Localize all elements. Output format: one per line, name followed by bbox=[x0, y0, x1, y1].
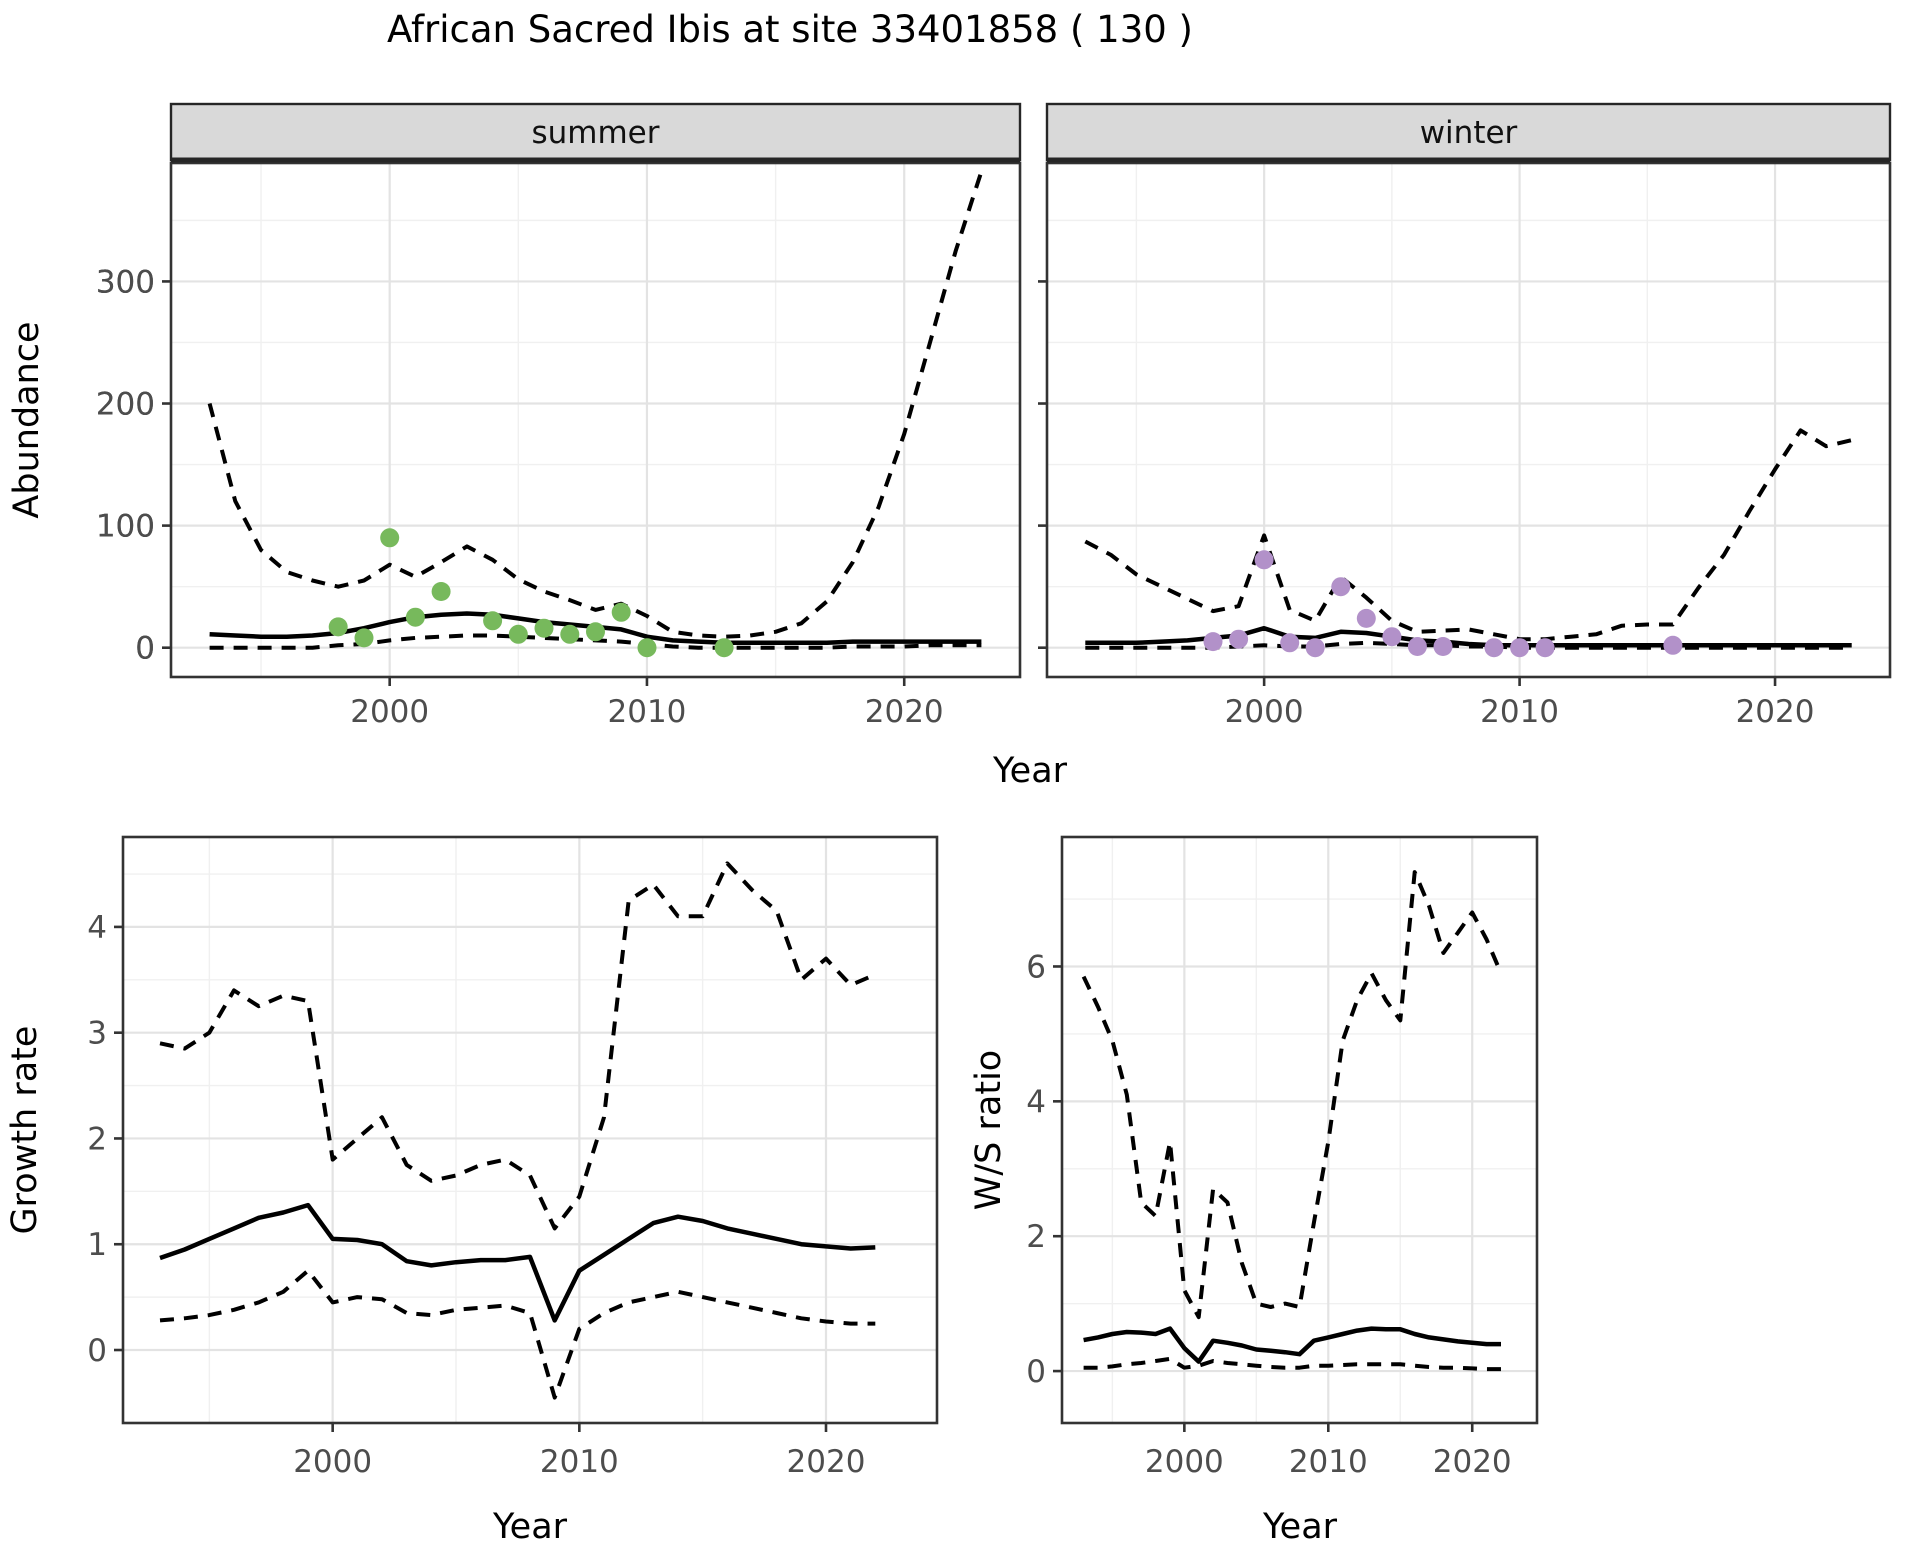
line-fit bbox=[159, 1202, 876, 1323]
data-point bbox=[611, 602, 631, 622]
x-tick-label: 2010 bbox=[608, 694, 687, 730]
series-lines bbox=[159, 861, 877, 1400]
data-point bbox=[1254, 550, 1274, 570]
y-tick-label: 1 bbox=[87, 1227, 107, 1263]
data-point bbox=[586, 622, 605, 642]
x-tick-label: 2010 bbox=[1480, 694, 1559, 730]
data-point bbox=[534, 618, 554, 638]
observed-points bbox=[328, 528, 734, 658]
x-axis-title: Year bbox=[1262, 1507, 1338, 1547]
data-point bbox=[1305, 638, 1325, 658]
y-tick-label: 300 bbox=[96, 264, 155, 300]
y-tick-label: 200 bbox=[96, 387, 155, 423]
data-point bbox=[1407, 637, 1427, 656]
data-point bbox=[1663, 635, 1683, 655]
x-axis-title: Year bbox=[492, 1507, 568, 1547]
x-axis-title-shared: Year bbox=[992, 751, 1068, 791]
data-point bbox=[508, 624, 528, 644]
y-tick-label: 100 bbox=[96, 509, 155, 545]
line-fit bbox=[1083, 1326, 1501, 1364]
line-upper_ci bbox=[207, 170, 984, 639]
data-point bbox=[560, 624, 580, 644]
data-point bbox=[1280, 633, 1300, 653]
facet-label: winter bbox=[1420, 115, 1518, 151]
y-tick-label: 0 bbox=[135, 631, 155, 667]
y-tick-label: 0 bbox=[1026, 1354, 1046, 1390]
data-point bbox=[405, 607, 425, 627]
data-point bbox=[714, 638, 734, 658]
y-tick-label: 100 bbox=[96, 509, 155, 545]
data-point bbox=[637, 638, 657, 658]
x-tick-label: 2020 bbox=[865, 694, 944, 730]
data-point bbox=[1535, 638, 1555, 658]
data-point bbox=[431, 582, 451, 601]
y-tick-label: 0 bbox=[135, 631, 155, 667]
panel-growth-rate: 0 1 2 3 4 2000 2010 2020 Growth rate Year bbox=[5, 835, 939, 1547]
x-tick-label: 2020 bbox=[787, 1444, 866, 1480]
line-upper_ci bbox=[1081, 870, 1503, 1320]
x-tick-label: 2000 bbox=[350, 694, 429, 730]
x-tick-label: 2000 bbox=[1225, 694, 1304, 730]
data-point bbox=[1229, 629, 1249, 649]
data-point bbox=[1382, 627, 1402, 647]
data-point bbox=[1484, 638, 1504, 658]
data-point bbox=[483, 611, 503, 631]
panel-winter: winter 0 100 200 300 2000 2010 2020 bbox=[96, 102, 1892, 730]
data-point bbox=[328, 617, 348, 637]
line-lower_ci bbox=[159, 1268, 876, 1400]
panel-w-s-ratio: 0 2 4 6 2000 2010 2020 W/S ratio Year bbox=[969, 835, 1539, 1547]
chart-title: African Sacred Ibis at site 33401858 ( 1… bbox=[387, 8, 1193, 51]
y-tick-label: 300 bbox=[96, 264, 155, 300]
data-point bbox=[354, 628, 374, 648]
data-point bbox=[380, 528, 400, 548]
x-tick-label: 2010 bbox=[540, 1444, 619, 1480]
x-tick-label: 2000 bbox=[1145, 1444, 1224, 1480]
data-point bbox=[1356, 608, 1376, 628]
y-axis-title: W/S ratio bbox=[969, 1050, 1009, 1210]
series-lines bbox=[1081, 870, 1503, 1372]
line-upper_ci bbox=[159, 861, 877, 1231]
y-axis-title: Abundance bbox=[7, 321, 47, 518]
y-tick-label: 4 bbox=[1026, 1084, 1046, 1120]
y-tick-label: 3 bbox=[87, 1016, 107, 1052]
y-tick-label: 0 bbox=[87, 1333, 107, 1369]
data-point bbox=[1510, 638, 1530, 658]
y-tick-label: 2 bbox=[87, 1121, 107, 1157]
y-tick-label: 200 bbox=[96, 387, 155, 423]
y-tick-label: 2 bbox=[1026, 1219, 1046, 1255]
y-axis-title: Growth rate bbox=[5, 1026, 45, 1235]
y-tick-label: 6 bbox=[1026, 949, 1046, 985]
x-tick-label: 2020 bbox=[1433, 1444, 1512, 1480]
x-tick-label: 2000 bbox=[293, 1444, 372, 1480]
data-point bbox=[1433, 637, 1453, 656]
facet-label: summer bbox=[531, 115, 659, 151]
observed-points bbox=[1203, 550, 1683, 658]
line-upper_ci bbox=[1084, 428, 1853, 642]
x-tick-label: 2020 bbox=[1736, 694, 1815, 730]
x-tick-label: 2010 bbox=[1289, 1444, 1368, 1480]
panel-summer: summer 0 100 200 300 2000 2010 2020 Abundance bbox=[7, 102, 1022, 730]
y-tick-label: 4 bbox=[87, 910, 107, 946]
data-point bbox=[1331, 577, 1351, 597]
data-point bbox=[1203, 632, 1223, 652]
